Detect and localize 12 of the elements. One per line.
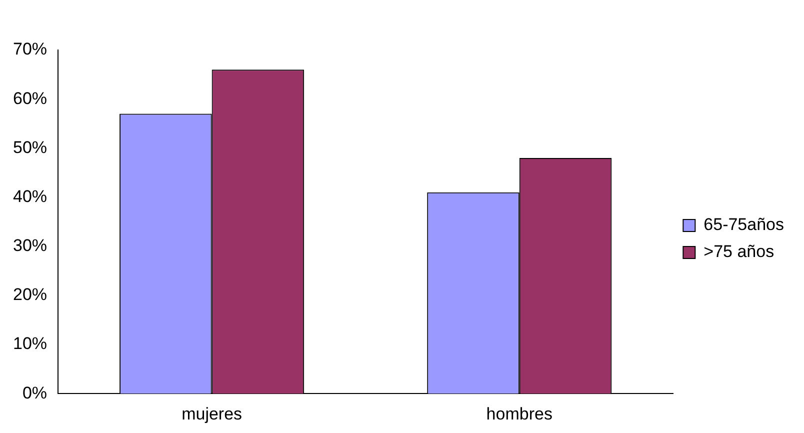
y-tick-label: 40% xyxy=(12,186,48,206)
y-tick-label: 50% xyxy=(12,138,48,157)
x-tick-label: hombres xyxy=(486,404,552,424)
x-tick-label: mujeres xyxy=(182,404,242,424)
y-tick-label: 10% xyxy=(12,334,48,354)
y-tick-label: 20% xyxy=(12,285,48,304)
legend-label: >75 años xyxy=(704,242,774,262)
y-tick-label: 60% xyxy=(12,88,48,108)
legend-label: 65-75años xyxy=(704,215,784,234)
y-tick-label: 0% xyxy=(22,383,48,402)
y-tick-label: 30% xyxy=(12,236,48,256)
y-tick-label: 70% xyxy=(12,40,48,59)
